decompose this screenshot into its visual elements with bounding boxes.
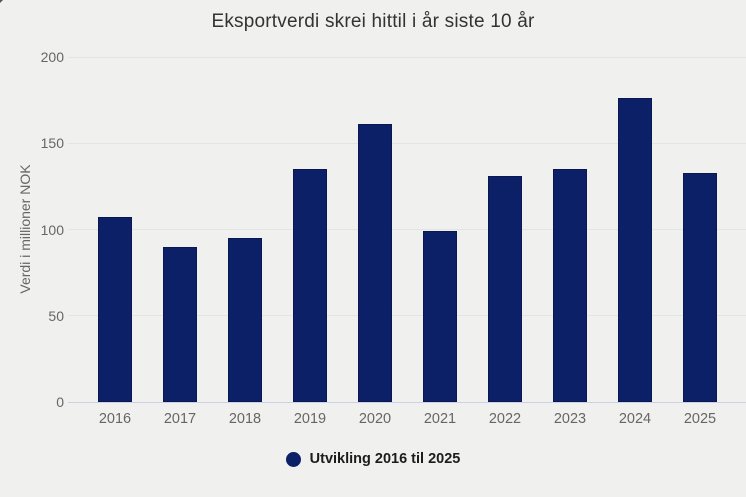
x-tick-label: 2021: [423, 411, 457, 427]
x-axis-line: [68, 401, 746, 403]
x-tick-label: 2016: [98, 411, 132, 427]
x-tick-label: 2019: [293, 411, 327, 427]
gridline: [68, 229, 746, 230]
y-tick-label: 200: [40, 49, 64, 65]
x-tick-label: 2025: [683, 411, 717, 427]
legend-series-marker-icon: [285, 451, 301, 467]
gridline: [68, 142, 746, 144]
bar-2024: [618, 98, 652, 402]
corner-artifact: [0, 0, 3, 3]
x-tick-label: 2024: [618, 411, 652, 427]
x-tick-label: 2018: [228, 411, 262, 427]
x-tick-label: 2020: [358, 411, 392, 427]
bar-2022: [488, 176, 522, 402]
bar-2018: [228, 238, 262, 402]
gridline: [68, 56, 746, 58]
gridline: [68, 315, 746, 317]
bar-2017: [163, 246, 197, 402]
y-tick-label: 50: [48, 307, 64, 324]
x-tick-label: 2017: [163, 411, 197, 427]
x-tick-label: 2023: [553, 411, 587, 427]
bar-2023: [553, 169, 587, 402]
bar-2021: [423, 231, 457, 402]
y-tick-label: 150: [40, 135, 64, 152]
bar-2020: [358, 124, 392, 402]
bar-2019: [293, 169, 327, 402]
legend-series-label: Utvikling 2016 til 2025: [309, 451, 461, 467]
y-tick-label: 100: [40, 221, 64, 238]
y-tick-label: 0: [56, 394, 64, 410]
legend: Utvikling 2016 til 2025: [0, 451, 746, 467]
x-tick-label: 2022: [488, 411, 522, 427]
bar-2025: [683, 172, 717, 402]
chart-title: Eksportverdi skrei hittil i år siste 10 …: [211, 11, 535, 32]
bar-2016: [98, 217, 132, 402]
